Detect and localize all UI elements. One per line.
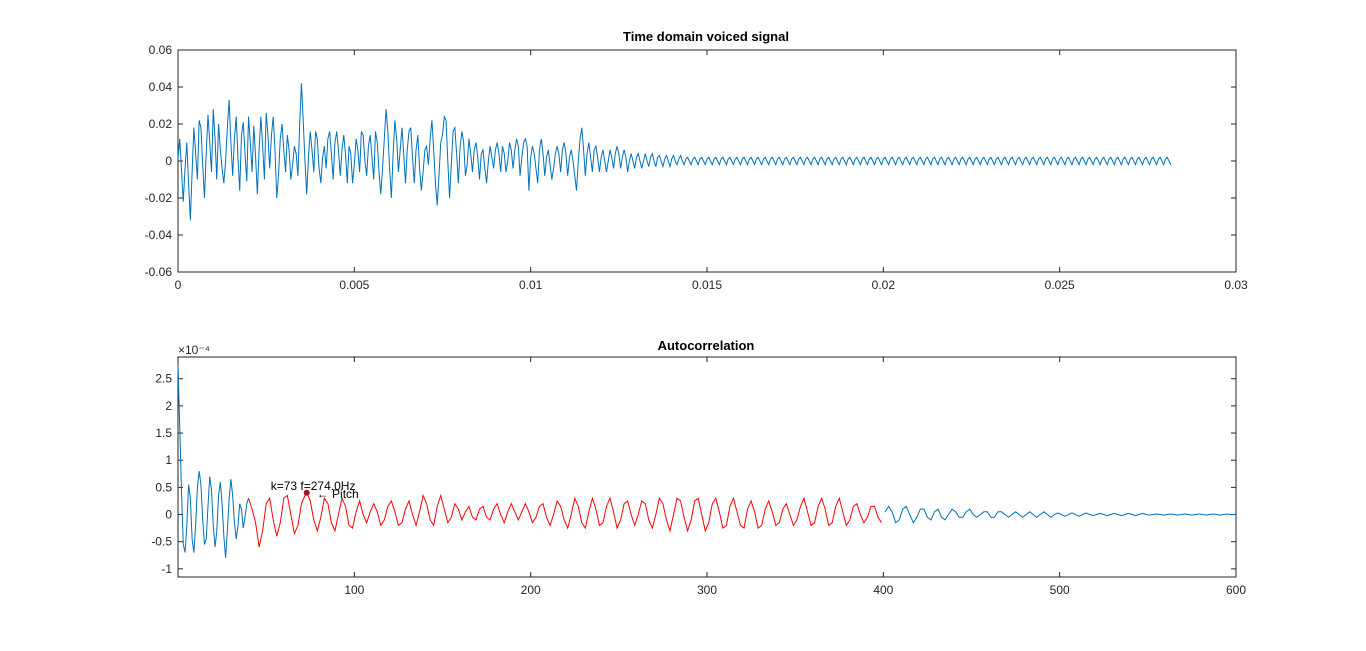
pitch-arrow-label: ← Pitch [317,487,359,501]
autocorrelation-x-tick-label: 500 [1050,583,1070,597]
autocorrelation-x-tick-label: 600 [1226,583,1246,597]
time-domain-title: Time domain voiced signal [623,29,789,44]
time-domain-y-tick-label: 0.02 [149,117,173,131]
time-domain-y-tick-label: 0.06 [149,43,173,57]
time-domain-x-tick-label: 0.005 [339,278,369,292]
time-domain-y-tick-label: 0.04 [149,80,173,94]
time-domain-y-tick-label: -0.02 [145,191,173,205]
autocorrelation-x-tick-label: 400 [873,583,893,597]
autocorrelation-y-tick-label: 1 [165,453,172,467]
autocorrelation-x-ticks: 100 200 300 400 500 600 [344,357,1246,597]
autocorrelation-y-tick-label: -1 [161,562,172,576]
autocorrelation-y-tick-label: 1.5 [155,426,172,440]
autocorrelation-axes: Autocorrelation ×10⁻⁴ -1 -0.5 0 0.5 1 1.5 2 2.5… [151,338,1246,597]
autocorrelation-line-tail [884,505,1236,524]
time-domain-x-tick-label: 0.01 [519,278,543,292]
autocorrelation-plot-area [177,356,1237,578]
autocorrelation-x-tick-label: 200 [521,583,541,597]
time-domain-x-tick-label: 0.025 [1045,278,1075,292]
autocorrelation-exponent-label: ×10⁻⁴ [178,343,210,357]
autocorrelation-x-tick-label: 300 [697,583,717,597]
time-domain-x-tick-label: 0.03 [1224,278,1248,292]
time-domain-y-tick-label: -0.04 [145,228,173,242]
time-domain-x-tick-label: 0 [175,278,182,292]
autocorrelation-y-tick-label: -0.5 [151,535,172,549]
pitch-peak-marker [303,489,310,496]
autocorrelation-title: Autocorrelation [658,338,755,353]
autocorrelation-y-tick-label: 2 [165,399,172,413]
time-domain-x-tick-label: 0.015 [692,278,722,292]
time-domain-y-ticks: -0.06 -0.04 -0.02 0 0.02 0.04 0.06 [145,43,1236,279]
autocorrelation-line-head [177,365,250,559]
time-domain-y-tick-label: -0.06 [145,265,173,279]
time-domain-x-ticks: 0 0.005 0.01 0.015 0.02 0.025 0.03 [175,50,1248,292]
autocorrelation-y-tick-label: 0 [165,508,172,522]
autocorrelation-line-search-range [248,491,882,548]
time-domain-axes: Time domain voiced signal -0.06-0.04-0.0… [145,29,1248,292]
time-domain-signal-line [177,83,1172,221]
autocorrelation-x-tick-label: 100 [344,583,364,597]
autocorrelation-y-ticks: -1 -0.5 0 0.5 1 1.5 2 2.5 [151,372,1236,576]
autocorrelation-y-tick-label: 0.5 [155,480,172,494]
pitch-peak-label: k=73 f=274.0Hz [271,479,356,493]
time-domain-y-tick-label: 0 [165,154,172,168]
autocorrelation-y-tick-label: 2.5 [155,372,172,386]
time-domain-x-tick-label: 0.02 [872,278,896,292]
